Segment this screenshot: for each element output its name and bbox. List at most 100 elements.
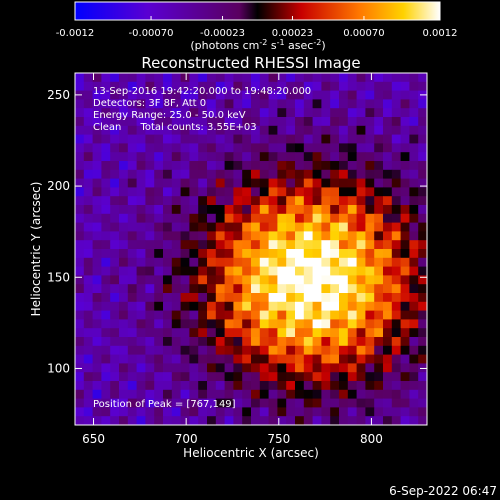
heatmap-cell [207, 389, 217, 399]
heatmap-cell [356, 319, 366, 329]
heatmap-cell [339, 240, 349, 250]
heatmap-cell [295, 152, 305, 162]
heatmap-cell [171, 328, 181, 338]
heatmap-cell [303, 108, 313, 118]
heatmap-cell [356, 152, 366, 162]
heatmap-cell [242, 354, 252, 364]
heatmap-cell [207, 284, 217, 294]
heatmap-cell [180, 134, 190, 144]
heatmap-cell [356, 187, 366, 197]
heatmap-cell [154, 328, 164, 338]
heatmap-cell [154, 257, 164, 267]
heatmap-cell [400, 134, 410, 144]
heatmap-cell [198, 231, 208, 241]
x-tick-label: 650 [82, 432, 105, 446]
heatmap-cell [163, 275, 173, 285]
heatmap-cell [330, 398, 340, 408]
heatmap-cell [356, 407, 366, 417]
heatmap-cell [286, 90, 296, 100]
heatmap-cell [286, 240, 296, 250]
heatmap-cell [400, 125, 410, 135]
heatmap-cell [101, 143, 111, 153]
heatmap-cell [400, 231, 410, 241]
heatmap-cell [215, 266, 225, 276]
heatmap-cell [356, 205, 366, 215]
heatmap-cell [259, 134, 269, 144]
heatmap-cell [418, 407, 427, 417]
heatmap-cell [171, 345, 181, 355]
heatmap-cell [110, 240, 120, 250]
heatmap-cell [189, 389, 199, 399]
heatmap-cell [347, 213, 357, 223]
heatmap-cell [286, 372, 296, 382]
heatmap-cell [321, 143, 331, 153]
heatmap-cell [295, 240, 305, 250]
heatmap-cell [110, 152, 120, 162]
heatmap-cell [163, 257, 173, 267]
heatmap-cell [303, 345, 313, 355]
heatmap-cell [198, 213, 208, 223]
heatmap-cell [347, 125, 357, 135]
heatmap-cell [339, 152, 349, 162]
heatmap-cell [224, 398, 234, 408]
heatmap-cell [356, 372, 366, 382]
heatmap-cell [110, 337, 120, 347]
heatmap-cell [347, 310, 357, 320]
footer-timestamp: 6-Sep-2022 06:47 [389, 484, 497, 498]
heatmap-cell [259, 205, 269, 215]
heatmap-cell [312, 345, 322, 355]
heatmap-cell [101, 249, 111, 259]
heatmap-cell [251, 169, 261, 179]
heatmap-cell [119, 381, 129, 391]
heatmap-cell [110, 73, 120, 83]
heatmap-cell [224, 345, 234, 355]
heatmap-cell [233, 284, 243, 294]
heatmap-cell [145, 196, 155, 206]
heatmap-cell [418, 319, 427, 329]
heatmap-cell [277, 231, 287, 241]
heatmap-cell [312, 196, 322, 206]
heatmap-cell [418, 416, 427, 425]
heatmap-cell [110, 416, 120, 425]
heatmap-cell [374, 301, 384, 311]
heatmap-cell [374, 125, 384, 135]
heatmap-cell [242, 196, 252, 206]
heatmap-cell [145, 293, 155, 303]
heatmap-cell [312, 240, 322, 250]
heatmap-cell [330, 345, 340, 355]
heatmap-cell [154, 249, 164, 259]
heatmap-cell [259, 284, 269, 294]
heatmap-cell [145, 161, 155, 171]
heatmap-cell [295, 372, 305, 382]
heatmap-cell [233, 310, 243, 320]
heatmap-cell [154, 398, 164, 408]
heatmap-cell [207, 187, 217, 197]
heatmap-cell [356, 222, 366, 232]
heatmap-cell [110, 117, 120, 127]
heatmap-cell [127, 90, 137, 100]
heatmap-cell [233, 372, 243, 382]
heatmap-cell [339, 99, 349, 109]
heatmap-cell [119, 108, 129, 118]
heatmap-cell [383, 90, 393, 100]
heatmap-cell [233, 319, 243, 329]
heatmap-cell [75, 196, 85, 206]
heatmap-cell [233, 407, 243, 417]
heatmap-cell [224, 240, 234, 250]
heatmap-cell [154, 416, 164, 425]
heatmap-cell [154, 90, 164, 100]
heatmap-cell [409, 108, 419, 118]
heatmap-cell [383, 231, 393, 241]
heatmap-cell [259, 161, 269, 171]
heatmap-cell [83, 363, 93, 373]
heatmap-cell [391, 381, 401, 391]
heatmap-cell [400, 249, 410, 259]
heatmap-cell [180, 143, 190, 153]
heatmap-cell [215, 99, 225, 109]
heatmap-cell [233, 363, 243, 373]
heatmap-cell [418, 222, 427, 232]
heatmap-cell [374, 213, 384, 223]
heatmap-cell [119, 354, 129, 364]
heatmap-cell [119, 363, 129, 373]
